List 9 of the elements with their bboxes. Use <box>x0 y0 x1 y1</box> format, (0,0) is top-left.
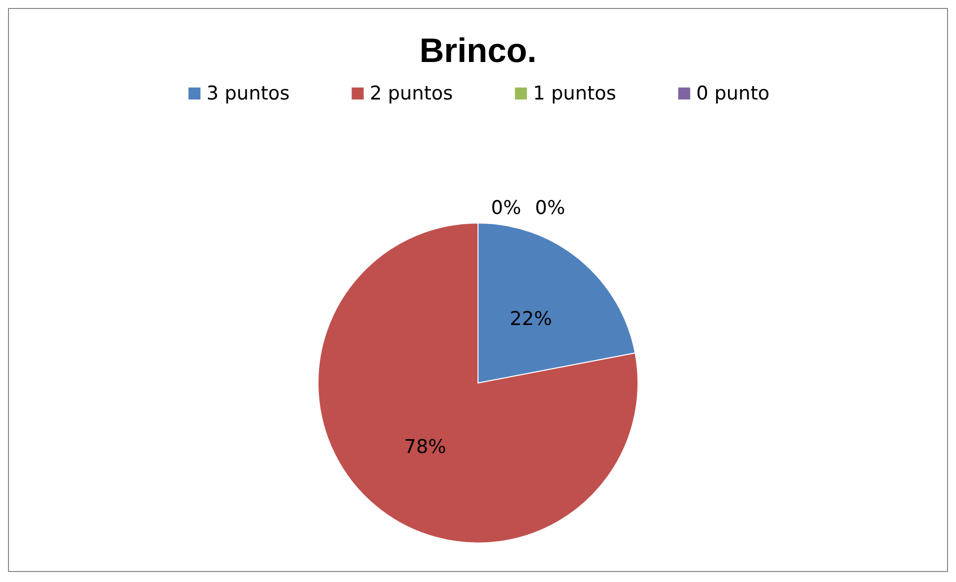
text: 0% <box>535 197 566 219</box>
legend-label: 0 punto <box>696 82 770 104</box>
legend-label: 3 puntos <box>206 82 290 104</box>
legend-label: 1 puntos <box>532 82 616 104</box>
legend-label: 2 puntos <box>370 82 453 104</box>
data-label: 22% <box>510 308 552 330</box>
chart-title: Brinco. <box>419 32 537 70</box>
data-label: 78% <box>404 436 446 458</box>
text: 0% <box>491 197 522 219</box>
